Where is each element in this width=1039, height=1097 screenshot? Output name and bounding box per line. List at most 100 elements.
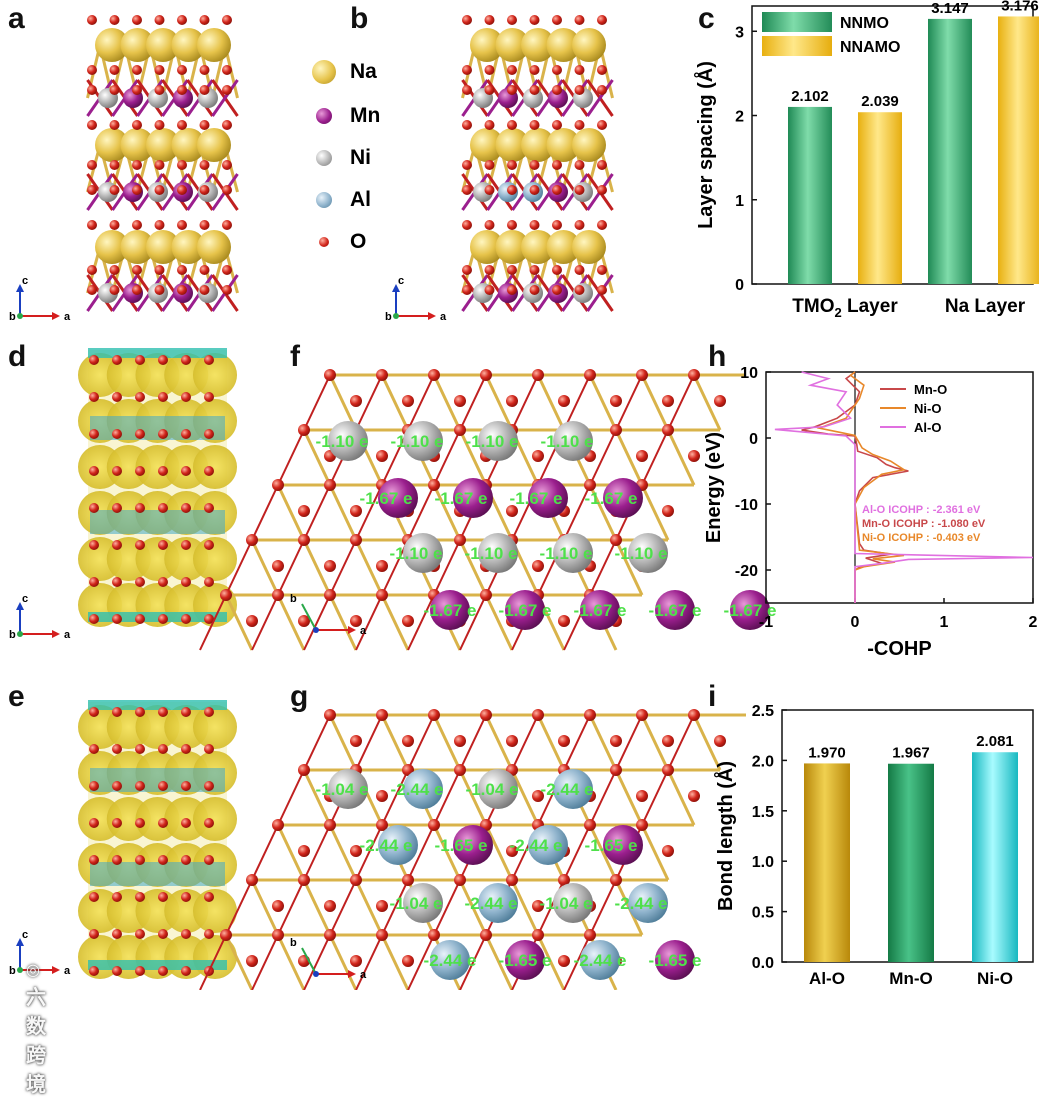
bond — [302, 539, 332, 596]
bond — [548, 44, 564, 99]
o-atom — [87, 65, 97, 75]
o-atom — [532, 369, 544, 381]
bond — [303, 714, 331, 771]
o-atom — [636, 479, 648, 491]
bond — [303, 824, 331, 881]
na-atom — [546, 230, 581, 264]
bond — [561, 274, 589, 312]
bond — [461, 44, 477, 99]
o-atom — [324, 589, 336, 601]
bond — [498, 44, 514, 99]
axis-label-left: b — [9, 311, 16, 323]
o-atom — [574, 85, 585, 95]
o-atom — [181, 892, 191, 902]
o-atom — [636, 560, 648, 572]
o-atom — [272, 589, 284, 601]
o-atom — [584, 709, 596, 721]
watermark-text: 六数跨境 — [26, 987, 46, 1096]
o-atom — [428, 709, 440, 721]
o-atom — [428, 929, 440, 941]
bond — [588, 824, 618, 881]
o-atom — [610, 735, 622, 747]
o-atom — [154, 15, 165, 25]
iso-lobe — [106, 705, 151, 749]
o-atom — [507, 220, 517, 230]
o-atom — [454, 735, 466, 747]
bond — [614, 429, 644, 486]
o-atom — [112, 614, 122, 624]
axis-arrow-right — [428, 312, 436, 320]
bond — [486, 274, 514, 312]
o-atom — [324, 479, 336, 491]
bond — [615, 374, 643, 431]
o-atom — [158, 466, 168, 476]
bond — [161, 44, 177, 99]
o-atom — [532, 589, 544, 601]
o-atom — [584, 790, 596, 802]
axis-origin — [313, 627, 319, 633]
o-atom — [204, 614, 214, 624]
charge-label: -1.10 e — [540, 544, 593, 563]
axis-origin — [17, 967, 23, 973]
bond — [561, 44, 577, 99]
o-atom — [204, 929, 214, 939]
bond — [355, 594, 383, 651]
bond — [473, 144, 489, 193]
bond — [86, 79, 114, 117]
o-atom — [135, 577, 145, 587]
na-atom — [470, 28, 504, 62]
o-atom — [158, 392, 168, 402]
o-atom — [324, 709, 336, 721]
o-atom — [222, 285, 232, 295]
o-atom — [324, 900, 336, 912]
iso-lobe — [193, 583, 237, 627]
bond — [511, 173, 539, 211]
o-atom — [532, 479, 544, 491]
bond — [198, 144, 214, 193]
bond — [406, 539, 436, 596]
charge-label: -1.10 e — [465, 544, 518, 563]
x-axis-label: -COHP — [867, 638, 931, 660]
axis-label-up: c — [398, 275, 404, 287]
o-atom — [324, 369, 336, 381]
bond — [598, 246, 614, 294]
iso-lobe — [106, 751, 151, 795]
tm-atom — [498, 283, 518, 303]
charge-label: -1.10 e — [541, 432, 594, 451]
bar-nnmo — [788, 106, 832, 284]
o-atom — [584, 900, 596, 912]
iso-cap — [88, 960, 227, 970]
o-atom — [610, 505, 622, 517]
o-atom — [597, 15, 607, 25]
bond — [329, 879, 357, 936]
axis-label-right: a — [440, 311, 447, 323]
o-atom — [181, 855, 191, 865]
bond — [563, 594, 591, 651]
o-atom — [529, 185, 540, 195]
na-atom — [546, 28, 581, 62]
o-atom — [87, 265, 97, 275]
bond — [211, 79, 239, 117]
o-atom — [112, 744, 122, 754]
charge-label: -1.04 e — [390, 894, 443, 913]
bond — [536, 274, 564, 312]
bond — [537, 769, 565, 826]
bond — [303, 484, 331, 541]
o-atom — [181, 781, 191, 791]
iso-lobe — [78, 889, 122, 933]
o-atom — [109, 185, 120, 195]
o-atom — [222, 15, 232, 25]
o-atom — [324, 560, 336, 572]
o-atom — [484, 15, 495, 25]
o-atom — [574, 15, 585, 25]
bond — [614, 769, 644, 826]
o-atom — [272, 929, 284, 941]
bond — [511, 173, 539, 211]
iso-bg — [88, 702, 227, 968]
o-atom — [529, 265, 540, 275]
tm-atom — [198, 88, 218, 108]
bond — [561, 144, 577, 193]
bond — [355, 374, 383, 431]
bond — [548, 144, 564, 193]
o-atom — [181, 429, 191, 439]
